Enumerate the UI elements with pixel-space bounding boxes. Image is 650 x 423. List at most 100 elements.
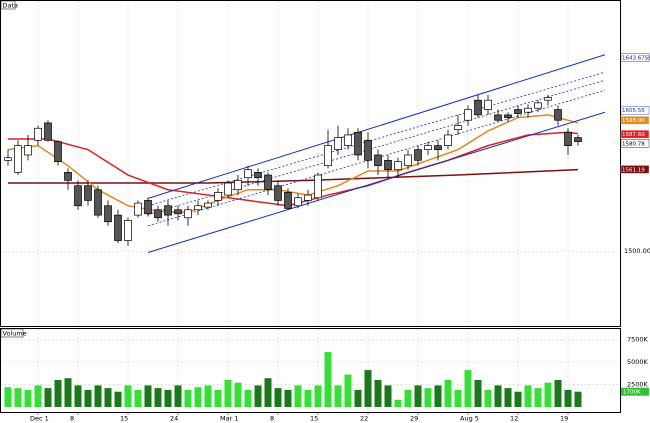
volume-bar — [114, 391, 122, 407]
candle-body — [394, 161, 402, 171]
candle-body — [24, 145, 32, 156]
volume-bar — [164, 389, 172, 407]
volume-bar — [474, 380, 482, 407]
price-panel — [0, 0, 621, 327]
x-tick-label: 24 — [170, 415, 178, 423]
candle-body — [294, 197, 302, 207]
volume-bar — [234, 382, 242, 407]
candle-body — [304, 194, 312, 201]
candle-body — [244, 169, 252, 179]
candle-body — [104, 205, 112, 223]
price-label-box — [620, 139, 650, 148]
candle-body — [74, 185, 82, 207]
x-tick-label: 15 — [120, 415, 128, 423]
volume-bar — [254, 385, 262, 407]
candle-body — [494, 114, 502, 121]
axis-area — [621, 0, 650, 423]
x-tick-label: 22 — [360, 415, 368, 423]
candle-body — [264, 174, 272, 191]
price-label-box — [620, 106, 650, 115]
indicator-line — [7, 114, 579, 214]
candle-body — [184, 209, 192, 219]
volume-bar — [154, 388, 162, 407]
candle-body — [564, 131, 572, 146]
x-tick-label: 19 — [560, 415, 568, 423]
price-label-box — [620, 53, 650, 62]
candle-body — [344, 134, 352, 146]
volume-bar — [144, 385, 152, 407]
volume-bar — [494, 385, 502, 407]
candle-body — [154, 209, 162, 219]
candle-body — [54, 141, 62, 163]
candle-body — [554, 109, 562, 121]
candle-body — [574, 137, 582, 142]
panel-tag — [0, 0, 16, 10]
indicator-line — [147, 71, 606, 207]
candle-body — [224, 182, 232, 196]
volume-bar — [244, 389, 252, 407]
indicator-line — [147, 111, 606, 253]
volume-bar — [184, 389, 192, 407]
candle-body — [4, 157, 12, 161]
candle-body — [254, 172, 262, 179]
volume-bar — [24, 389, 32, 407]
candle-body — [44, 122, 52, 141]
candle-body — [504, 114, 512, 118]
candle-body — [134, 202, 142, 216]
volume-bar — [54, 380, 62, 407]
volume-bar — [214, 389, 222, 407]
price-label: 1598.00 — [622, 118, 645, 124]
volume-bar — [464, 370, 472, 407]
candle-body — [404, 154, 412, 167]
candle-body — [424, 145, 432, 150]
candle-body — [84, 185, 92, 201]
candle-body — [434, 145, 442, 150]
volume-bar — [504, 388, 512, 407]
y-tick-label: 1500.00 — [624, 247, 650, 255]
candle-body — [234, 180, 242, 191]
x-tick-label: 12 — [510, 415, 518, 423]
volume-bar — [454, 389, 462, 407]
volume-bar — [64, 378, 72, 407]
candle-body — [214, 192, 222, 201]
price-label: 1605.55 — [622, 108, 645, 114]
candle-body — [324, 145, 332, 167]
volume-bar — [264, 378, 272, 407]
volume-bar — [84, 389, 92, 407]
volume-bar — [274, 388, 282, 407]
volume-bar — [364, 370, 372, 407]
volume-bar — [294, 385, 302, 407]
volume-bar — [94, 385, 102, 407]
candle-body — [314, 174, 322, 199]
candle-body — [514, 109, 522, 114]
candle-body — [384, 159, 392, 171]
candle-body — [174, 209, 182, 215]
volume-title: Volume — [3, 330, 27, 338]
candle-body — [94, 189, 102, 216]
candle-body — [474, 99, 482, 116]
candle-body — [204, 202, 212, 208]
volume-bar — [544, 382, 552, 407]
volume-bar — [404, 389, 412, 407]
y-tick-label: 2500K — [627, 381, 649, 389]
candle-body — [114, 214, 122, 241]
volume-bar — [554, 380, 562, 407]
x-tick-label: 8 — [270, 415, 274, 423]
candle-body — [414, 149, 422, 161]
price-label: 1587.60 — [622, 132, 645, 138]
volume-bar — [284, 389, 292, 407]
candle-body — [34, 127, 42, 141]
volume-bar — [104, 388, 112, 407]
volume-bar — [304, 389, 312, 407]
indicator-line — [147, 54, 606, 199]
candle-body — [354, 131, 362, 156]
volume-bar — [534, 388, 542, 407]
volume-bar — [354, 389, 362, 407]
volume-bar — [524, 385, 532, 407]
volume-bar — [44, 388, 52, 407]
chart-title: Data — [3, 2, 19, 10]
volume-bar — [414, 385, 422, 407]
volume-bar — [394, 399, 402, 407]
volume-bar — [34, 385, 42, 407]
x-tick-label: Mar 1 — [220, 415, 238, 423]
